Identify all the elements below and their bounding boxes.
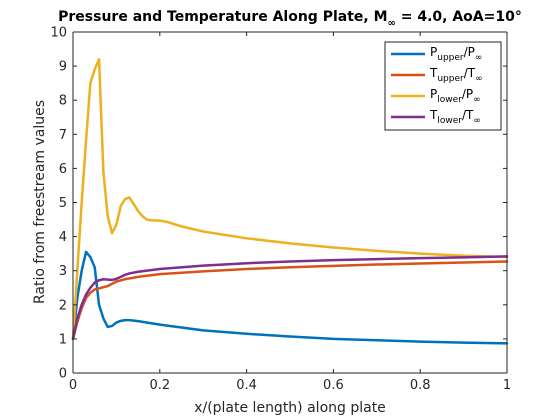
legend: Pupper/P∞ Tupper/T∞ Plower/P∞ Tlower/T∞ xyxy=(384,41,502,131)
legend-entries: Pupper/P∞ Tupper/T∞ Plower/P∞ Tlower/T∞ xyxy=(391,45,483,126)
y-axis-label: Ratio from freestream values xyxy=(32,100,48,304)
legend-box xyxy=(384,41,502,131)
y-tick-label: 3 xyxy=(59,264,67,279)
chart-title-subscript: ∞ xyxy=(388,18,396,29)
chart-title-main: Pressure and Temperature Along Plate, M xyxy=(58,9,387,25)
y-tick-label: 2 xyxy=(59,298,67,313)
chart-title: Pressure and Temperature Along Plate, M∞… xyxy=(58,9,522,29)
y-tick-label: 1 xyxy=(59,332,67,347)
legend-label: Tupper/T∞ xyxy=(429,66,483,84)
series-line-3 xyxy=(71,58,509,341)
series-line-4 xyxy=(71,255,509,341)
legend-label: Pupper/P∞ xyxy=(430,45,482,63)
x-tick-label: 0.8 xyxy=(410,378,431,393)
chart-title-rest: = 4.0, AoA=10° xyxy=(396,9,522,25)
y-tick-label: 9 xyxy=(59,60,67,75)
x-tick-label: 1 xyxy=(503,378,511,393)
legend-entry-4: Tlower/T∞ xyxy=(391,108,481,126)
x-tick-label: 0.4 xyxy=(236,378,257,393)
x-axis-label: x/(plate length) along plate xyxy=(194,400,386,416)
y-tick-label: 0 xyxy=(59,367,67,382)
legend-label: Plower/P∞ xyxy=(430,87,481,105)
legend-entry-3: Plower/P∞ xyxy=(391,87,481,105)
legend-entry-2: Tupper/T∞ xyxy=(391,66,483,84)
series-line-1 xyxy=(71,250,509,345)
series-layer xyxy=(71,58,509,345)
legend-entry-1: Pupper/P∞ xyxy=(391,45,482,63)
y-tick-label: 5 xyxy=(59,196,67,211)
x-tick-label: 0 xyxy=(69,378,77,393)
y-tick-label: 6 xyxy=(59,162,67,177)
x-tick-label: 0.6 xyxy=(323,378,344,393)
y-tick-label: 4 xyxy=(59,230,67,245)
y-tick-label: 7 xyxy=(59,128,67,143)
series-line-2 xyxy=(71,260,509,341)
x-tick-label: 0.2 xyxy=(149,378,170,393)
legend-label: Tlower/T∞ xyxy=(429,108,481,126)
y-tick-label: 10 xyxy=(50,26,67,41)
y-tick-label: 8 xyxy=(59,94,67,109)
